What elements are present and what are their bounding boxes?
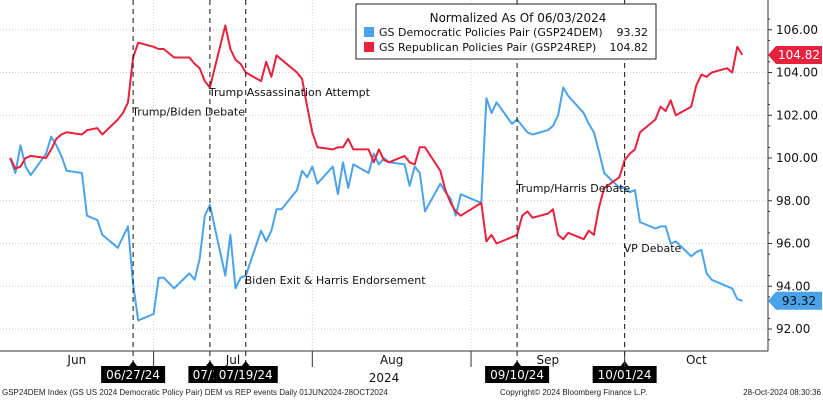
event-date-tag-bg [592,366,657,383]
event-date-tag-arrow [129,361,138,366]
legend-box [355,3,657,60]
event-date-tag: 09/10/24 [485,361,550,383]
event-label: Biden Exit & Harris Endorsement [245,274,426,287]
legend-label: GS Democratic Policies Pair (GSP24DEM) [379,26,603,39]
event-date-tag-bg [485,366,550,383]
x-month-label: Jul [225,353,240,367]
y-tick-label: 106.00 [776,23,818,37]
x-axis: Jun Jul Aug Sep Oct 2024 [0,350,768,385]
last-value-tag-rep: 104.82 [768,45,822,64]
series-layer [9,24,744,322]
event-date-tag: 10/01/24 [592,361,657,383]
y-tick-label: 100.00 [776,151,818,165]
event-label: Trump/Biden Debate [131,105,245,118]
legend-swatch [364,42,374,52]
footer-left: GSP24DEM Index (GS US 2024 Democratic Po… [2,388,388,397]
last-value-label: 104.82 [778,48,820,62]
y-tick-label: 98.00 [776,194,810,208]
x-month-label: Jun [66,353,86,367]
y-tick-label: 92.00 [776,322,810,336]
event-date-tag-bg [213,366,278,383]
last-value-tag-bg [768,291,822,310]
event-date-tag-arrow [241,361,250,366]
event-label: Trump/Harris Debate [515,182,630,195]
x-year-label: 2024 [369,371,400,385]
event-lines: Trump/Biden Debate 06/27/24 Trump Assassin… [101,0,682,383]
footer-timestamp: 28-Oct-2024 08:30:36 [743,388,821,397]
legend-swatch [364,27,374,37]
series-line-rep [9,24,744,245]
event-date-label: 09/10/24 [490,368,544,382]
x-month-label: Oct [686,353,707,367]
event-date-tag: 07/19/24 [213,361,278,383]
event-date-tag-arrow [513,361,522,366]
y-tick-label: 102.00 [776,108,818,122]
last-value-tag-dem: 93.32 [768,291,822,310]
event-date-label: 07/19/24 [219,368,273,382]
y-tick-label: 94.00 [776,279,810,293]
x-month-label: Sep [537,353,560,367]
event-date-tag-arrow [205,361,214,366]
legend-label: GS Republican Policies Pair (GSP24REP) [379,41,596,54]
last-value-tag-bg [768,45,822,64]
series-line-dem [9,86,743,322]
y-tick-label: 96.00 [776,237,810,251]
event-label: VP Debate [624,242,682,255]
legend-value: 93.32 [617,26,649,39]
event-date-tag: 06/27/24 [101,361,166,383]
event-label: Trump Assassination Attempt [208,86,371,99]
y-tick-label: 104.00 [776,66,818,80]
footer-copyright: Copyright© 2024 Bloomberg Finance L.P. [500,388,648,397]
legend-value: 104.82 [610,41,649,54]
y-axis: 92.00 94.00 96.00 98.00 100.00 102.00 104.00 10… [767,0,822,351]
x-month-label: Aug [380,353,403,367]
event-date-label: 06/27/24 [106,368,160,382]
event-date-tag-bg [101,366,166,383]
legend-title: Normalized As Of 06/03/2024 [430,11,607,25]
last-value-label: 93.32 [782,294,816,308]
event-date-label: 10/01/24 [598,368,652,382]
